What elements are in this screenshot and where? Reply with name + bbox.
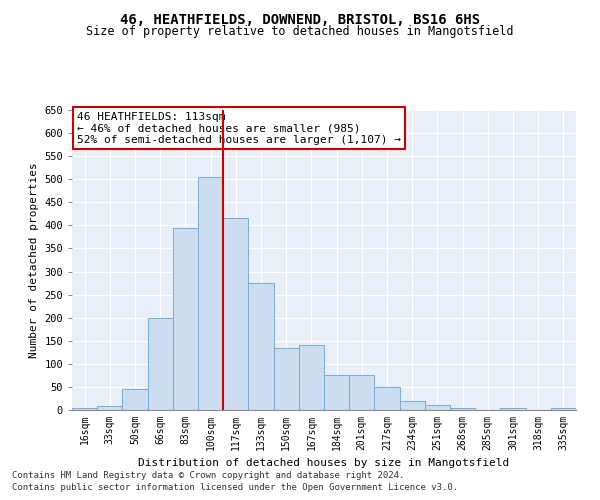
Bar [299, 346, 324, 410]
Text: 46 HEATHFIELDS: 113sqm
← 46% of detached houses are smaller (985)
52% of semi-de: 46 HEATHFIELDS: 113sqm ← 46% of detached… [77, 112, 401, 144]
Text: Contains public sector information licensed under the Open Government Licence v3: Contains public sector information licen… [12, 483, 458, 492]
X-axis label: Distribution of detached houses by size in Mangotsfield: Distribution of detached houses by size … [139, 458, 509, 468]
Bar [349, 376, 374, 410]
Bar [450, 408, 475, 410]
Bar [122, 389, 148, 410]
Bar [173, 228, 198, 410]
Bar [72, 408, 97, 410]
Bar [148, 318, 173, 410]
Bar [551, 408, 576, 410]
Bar [97, 406, 122, 410]
Bar [198, 177, 223, 410]
Bar [274, 348, 299, 410]
Text: 46, HEATHFIELDS, DOWNEND, BRISTOL, BS16 6HS: 46, HEATHFIELDS, DOWNEND, BRISTOL, BS16 … [120, 12, 480, 26]
Bar [500, 408, 526, 410]
Bar [324, 376, 349, 410]
Bar [374, 387, 400, 410]
Bar [425, 406, 450, 410]
Bar [248, 283, 274, 410]
Y-axis label: Number of detached properties: Number of detached properties [29, 162, 38, 358]
Bar [223, 218, 248, 410]
Bar [400, 401, 425, 410]
Text: Contains HM Land Registry data © Crown copyright and database right 2024.: Contains HM Land Registry data © Crown c… [12, 470, 404, 480]
Text: Size of property relative to detached houses in Mangotsfield: Size of property relative to detached ho… [86, 25, 514, 38]
